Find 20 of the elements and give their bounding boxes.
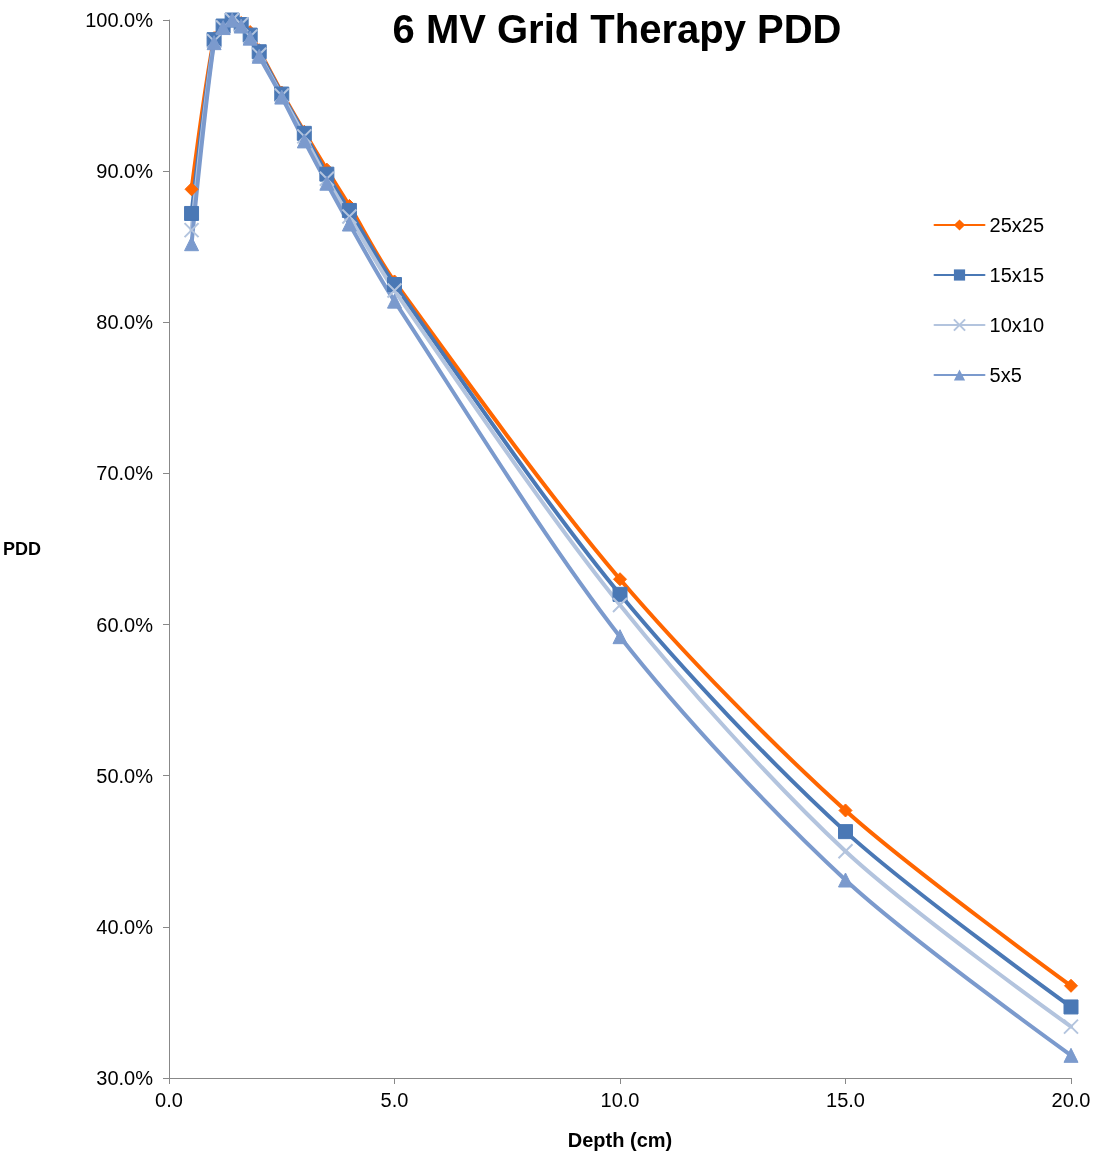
y-tick-label: 80.0% — [96, 311, 154, 334]
y-tick-label: 40.0% — [96, 915, 154, 938]
legend-label: 5x5 — [989, 364, 1022, 386]
chart-title: 6 MV Grid Therapy PDD — [392, 7, 842, 51]
y-tick-label: 60.0% — [96, 613, 154, 636]
y-tick-label: 90.0% — [96, 160, 154, 183]
y-axis-title: PDD — [2, 539, 41, 559]
y-tick-label: 50.0% — [96, 764, 154, 787]
x-tick-label: 10.0 — [600, 1089, 640, 1111]
y-tick-label: 70.0% — [96, 462, 154, 485]
y-tick-label: 30.0% — [96, 1067, 154, 1089]
x-axis-title: Depth (cm) — [567, 1129, 673, 1151]
legend-label: 10x10 — [989, 314, 1045, 336]
legend-label: 15x15 — [989, 264, 1045, 286]
x-tick-label: 0.0 — [155, 1089, 183, 1111]
x-tick-label: 15.0 — [826, 1089, 865, 1111]
x-tick-label: 20.0 — [1051, 1089, 1091, 1111]
x-tick-label: 5.0 — [380, 1089, 409, 1111]
legend-label: 25x25 — [989, 214, 1045, 236]
y-tick-label: 100.0% — [85, 9, 154, 31]
